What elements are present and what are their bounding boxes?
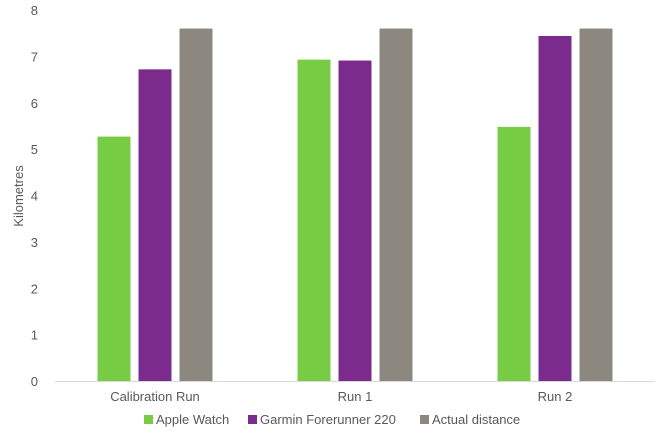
bar — [338, 60, 372, 382]
legend-swatch — [420, 415, 429, 424]
legend-label: Actual distance — [432, 412, 520, 427]
bar — [97, 136, 131, 381]
legend: Apple Watch Garmin Forerunner 220 Actual d… — [144, 412, 520, 427]
bar — [579, 28, 613, 382]
bar — [497, 126, 531, 382]
y-tick-label: 0 — [31, 374, 38, 389]
x-tick-label: Run 1 — [338, 389, 373, 404]
legend-label: Apple Watch — [156, 412, 229, 427]
bar — [297, 59, 331, 382]
x-tick-label: Calibration Run — [110, 389, 200, 404]
bar — [538, 35, 572, 381]
legend-swatch — [248, 415, 257, 424]
y-axis-label: Kilometres — [11, 165, 26, 227]
bar — [179, 28, 213, 382]
y-tick-label: 5 — [31, 142, 38, 157]
bar — [379, 28, 413, 382]
y-tick-label: 1 — [31, 328, 38, 343]
y-tick-label: 4 — [31, 189, 38, 204]
x-tick-label: Run 2 — [538, 389, 573, 404]
y-tick-label: 8 — [31, 3, 38, 18]
y-tick-label: 3 — [31, 235, 38, 250]
bar — [138, 69, 172, 382]
y-axis-ticks: 0 1 2 3 4 5 6 7 8 — [31, 3, 38, 389]
y-tick-label: 7 — [31, 49, 38, 64]
x-axis-category-labels: Calibration Run Run 1 Run 2 — [110, 389, 572, 404]
legend-label: Garmin Forerunner 220 — [260, 412, 396, 427]
legend-swatch — [144, 415, 153, 424]
bar-series — [97, 28, 613, 382]
y-tick-label: 6 — [31, 96, 38, 111]
y-tick-label: 2 — [31, 281, 38, 296]
